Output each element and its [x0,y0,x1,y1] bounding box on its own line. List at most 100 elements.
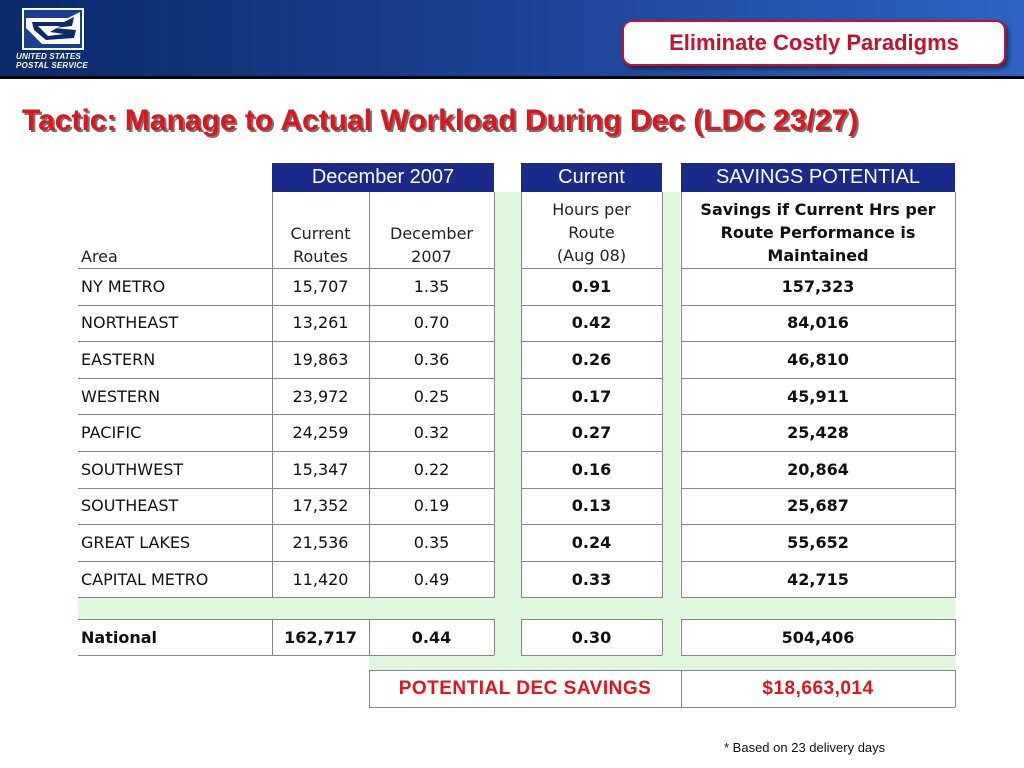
header-savings-potential: SAVINGS POTENTIAL [681,163,955,192]
row-divider [521,524,662,525]
row-divider [681,341,955,342]
row-divider [681,561,955,562]
column-divider [369,670,370,707]
area-cell: NY METRO [81,276,166,296]
routes-cell: 24,259 [292,423,349,443]
bottom-spacer-shading [369,655,955,670]
row-divider [78,268,494,269]
savings-cell: 42,715 [787,569,849,589]
row-divider [78,597,494,598]
row-divider [78,341,494,342]
current-cell: 0.42 [571,313,612,333]
row-divider [78,619,494,620]
section-badge: Eliminate Costly Paradigms [622,20,1006,66]
routes-cell: 21,536 [292,532,349,552]
national-area: National [81,627,157,647]
column-header-current-routes: Current Routes [272,222,369,268]
current-cell: 0.17 [571,386,612,406]
slide-title: Tactic: Manage to Actual Workload During… [22,104,859,137]
december-cell: 0.35 [413,532,450,552]
savings-cell: 20,864 [787,459,849,479]
column-divider [662,192,663,598]
column-divider [369,619,370,655]
column-header-savings: Savings if Current Hrs per Route Perform… [681,198,955,267]
current-cell: 0.13 [571,496,612,516]
routes-cell: 19,863 [292,349,349,369]
savings-cell: 55,652 [787,532,849,552]
area-cell: SOUTHEAST [81,496,179,516]
savings-cell: 157,323 [781,276,855,296]
area-cell: SOUTHWEST [81,459,184,479]
area-cell: EASTERN [81,349,156,369]
column-divider [955,619,956,655]
row-divider [521,305,662,306]
column-divider [955,192,956,598]
routes-cell: 23,972 [292,386,349,406]
header-divider [0,76,1024,79]
hours-line-3: (Aug 08) [556,246,627,265]
footnote: * Based on 23 delivery days [724,740,886,755]
column-header-hours-per-route: Hours per Route (Aug 08) [521,198,662,267]
usps-logo: UNITED STATES POSTAL SERVICE [15,8,93,70]
december-cell: 1.35 [413,276,450,296]
national-december: 0.44 [411,627,452,647]
row-divider [521,341,662,342]
column-divider [955,670,956,707]
row-divider [521,561,662,562]
current-cell: 0.33 [571,569,612,589]
row-divider [681,305,955,306]
column-divider [272,192,273,598]
savings-cell: 25,428 [787,423,849,443]
row-divider [369,670,955,671]
area-cell: GREAT LAKES [81,532,191,552]
row-divider [521,597,662,598]
column-divider [681,670,682,707]
column-header-december-2007: December 2007 [369,222,494,268]
logo-text-line-1: UNITED STATES [16,52,81,61]
row-divider [681,619,955,620]
row-divider [78,451,494,452]
column-divider [681,192,682,598]
savings-cell: 25,687 [787,496,849,516]
routes-cell: 15,707 [292,276,349,296]
column-header-area: Area [81,246,118,266]
routes-cell: 11,420 [292,569,349,589]
current-cell: 0.91 [571,276,612,296]
column-divider [494,619,495,655]
logo-text-line-2: POSTAL SERVICE [16,61,88,70]
current-cell: 0.27 [571,423,612,443]
december-line-1: December [390,224,473,243]
row-divider [521,488,662,489]
savings-cell: 84,016 [787,313,849,333]
current-cell: 0.16 [571,459,612,479]
current-routes-line-2: Routes [293,247,348,266]
row-divider [521,655,662,656]
december-cell: 0.32 [413,423,450,443]
row-divider [521,414,662,415]
row-divider [681,268,955,269]
row-divider [681,378,955,379]
area-cell: WESTERN [81,386,161,406]
national-savings: 504,406 [781,627,855,647]
column-divider [681,619,682,655]
december-cell: 0.22 [413,459,450,479]
row-divider [78,524,494,525]
column-divider [521,192,522,598]
area-cell: CAPITAL METRO [81,569,209,589]
column-divider [369,192,370,598]
national-current-cell-bg [521,619,662,655]
row-divider [521,268,662,269]
area-cell: NORTHEAST [81,313,179,333]
spacer-row-shading [78,598,955,619]
hours-line-1: Hours per [552,200,631,219]
column-divider [494,192,495,598]
row-divider [681,451,955,452]
national-savings-cell-bg [681,619,955,655]
december-cell: 0.70 [413,313,450,333]
routes-cell: 13,261 [292,313,349,333]
potential-savings-label: POTENTIAL DEC SAVINGS [398,677,652,699]
row-divider [78,561,494,562]
potential-savings-value: $18,663,014 [762,677,874,699]
row-divider [521,451,662,452]
header-current: Current [521,163,662,192]
